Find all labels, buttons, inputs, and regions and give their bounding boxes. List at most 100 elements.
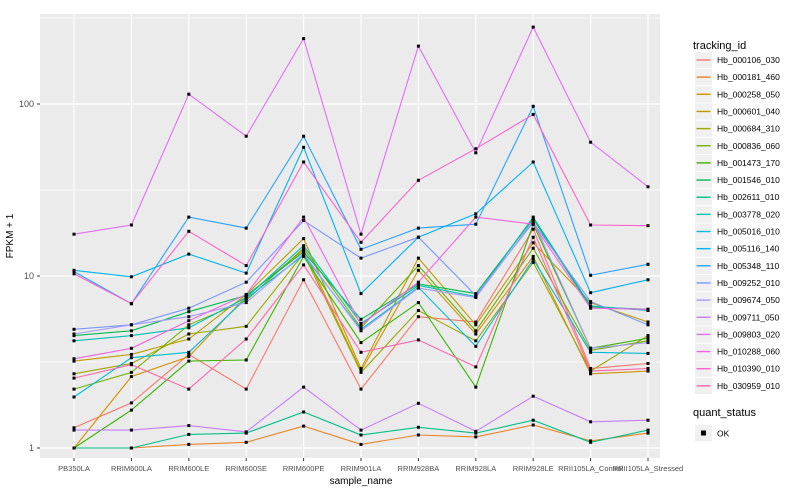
data-point [302,250,306,254]
data-point [359,370,363,374]
data-point [589,306,593,310]
legend-label: Hb_000684_310 [717,124,780,134]
data-point [244,271,248,275]
data-point [531,254,535,258]
data-point [416,401,420,405]
data-point [129,323,133,327]
data-point [416,282,420,286]
data-point [302,410,306,414]
data-point [531,219,535,223]
data-point [244,324,248,328]
data-point [589,350,593,354]
data-point [646,224,650,228]
data-point [474,435,478,439]
data-point [474,365,478,369]
x-tick-label: RRIM600LA [111,464,152,473]
legend-label: Hb_010288_060 [717,347,780,357]
data-point [416,433,420,437]
data-point [474,151,478,155]
data-point [416,284,420,287]
data-point [302,246,306,250]
data-point [72,426,76,430]
data-point [474,429,478,433]
data-point [646,339,650,343]
data-point [302,215,306,219]
data-point [531,215,535,219]
data-point [244,358,248,362]
x-axis-title: sample_name [330,476,393,487]
data-point [646,278,650,282]
data-point [302,253,306,257]
data-point [302,252,306,256]
data-point [646,323,650,327]
data-point [531,227,535,231]
data-point [72,395,76,399]
data-point [244,280,248,284]
data-point [474,296,478,299]
data-point [589,420,593,424]
data-point [359,442,363,446]
data-point [474,332,478,336]
data-point [359,256,363,260]
legend-label: Hb_000181_460 [717,72,780,82]
data-point [187,215,191,219]
data-point [589,372,593,376]
data-point [72,339,76,343]
data-point [531,222,535,226]
data-point [359,247,363,251]
data-point [187,319,191,323]
data-point [589,367,593,370]
data-point [474,329,478,333]
data-point [474,339,478,343]
data-point [416,425,420,429]
data-point [474,385,478,389]
data-point [474,294,478,297]
legend-title-tracking-id: tracking_id [693,40,746,52]
data-point [359,428,363,432]
data-point [129,375,133,379]
data-point [531,104,535,108]
data-point [359,323,363,327]
data-point [359,367,363,370]
data-point [244,430,248,434]
data-point [646,320,650,324]
data-point [416,301,420,305]
data-point [72,327,76,331]
data-point [129,334,133,338]
data-point [72,270,76,274]
data-point [416,235,420,239]
y-tick-label: 100 [19,99,34,109]
data-point [359,387,363,391]
data-point [531,160,535,164]
data-point [646,262,650,266]
x-tick-label: RRIM600PE [283,464,325,473]
data-point [646,185,650,189]
data-point [302,134,306,138]
data-point [359,240,363,244]
data-point [72,334,76,338]
y-axis-title: FPKM + 1 [5,213,16,258]
data-point [416,264,420,268]
data-point [129,408,133,412]
legend-title-quant-status: quant_status [693,407,756,419]
data-point [589,291,593,295]
data-point [589,369,593,373]
data-point [474,431,478,435]
data-point [302,263,306,267]
x-tick-label: RRIM928LE [513,464,554,473]
data-point [416,338,420,342]
data-point [187,442,191,446]
data-point [302,244,306,248]
data-point [129,363,133,367]
data-point [531,112,535,116]
data-point [359,329,363,333]
data-point [646,369,650,373]
legend-label: Hb_000106_030 [717,55,780,65]
data-point [531,217,535,221]
data-point [589,140,593,144]
data-point [531,394,535,398]
data-point [474,212,478,216]
data-point [474,344,478,348]
x-tick-label: RRIM600LE [168,464,209,473]
data-point [129,223,133,227]
